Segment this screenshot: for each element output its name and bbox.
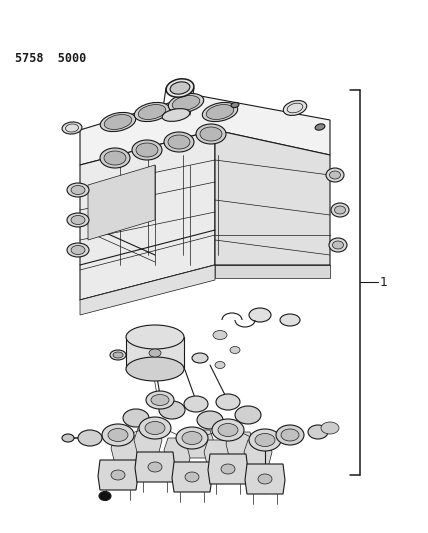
Ellipse shape [255,433,275,447]
Ellipse shape [249,429,281,451]
Ellipse shape [184,396,208,412]
Ellipse shape [159,401,185,419]
Ellipse shape [192,353,208,363]
Polygon shape [215,265,330,278]
Bar [126,337,184,369]
Ellipse shape [333,241,344,249]
Ellipse shape [329,238,347,252]
Polygon shape [164,438,192,466]
Ellipse shape [123,409,149,427]
Ellipse shape [308,425,328,439]
Polygon shape [111,436,139,464]
Text: 1: 1 [380,276,388,288]
Ellipse shape [108,429,128,441]
Ellipse shape [62,434,74,442]
Ellipse shape [331,203,349,217]
Ellipse shape [100,112,136,132]
Ellipse shape [315,124,325,130]
Ellipse shape [151,394,169,406]
Ellipse shape [71,215,85,224]
Ellipse shape [111,470,125,480]
Ellipse shape [172,95,200,110]
Ellipse shape [330,171,341,179]
Ellipse shape [78,430,102,446]
Ellipse shape [283,101,307,116]
Ellipse shape [212,419,244,441]
Ellipse shape [139,417,171,439]
Ellipse shape [162,109,190,122]
Ellipse shape [113,352,123,358]
Polygon shape [245,464,285,494]
Ellipse shape [132,140,162,160]
Polygon shape [215,130,330,265]
Ellipse shape [166,79,194,97]
Ellipse shape [335,206,345,214]
Ellipse shape [281,429,299,441]
Ellipse shape [176,427,208,449]
Ellipse shape [138,104,166,119]
Ellipse shape [126,357,184,381]
Ellipse shape [221,464,235,474]
Ellipse shape [249,308,271,322]
Ellipse shape [104,151,126,165]
Ellipse shape [216,394,240,410]
Ellipse shape [146,391,174,409]
Ellipse shape [71,246,85,254]
Ellipse shape [170,82,190,94]
Ellipse shape [134,102,170,122]
Ellipse shape [136,143,158,157]
Ellipse shape [145,422,165,434]
Polygon shape [208,454,248,484]
Polygon shape [80,265,215,315]
Ellipse shape [206,104,234,119]
Polygon shape [244,440,272,468]
Ellipse shape [321,422,339,434]
Polygon shape [226,432,254,460]
Polygon shape [134,428,162,456]
Text: 5758  5000: 5758 5000 [15,52,86,65]
Polygon shape [80,95,330,165]
Ellipse shape [218,424,238,437]
Ellipse shape [67,183,89,197]
Ellipse shape [196,124,226,144]
Ellipse shape [148,462,162,472]
Ellipse shape [185,472,199,482]
Polygon shape [186,430,214,458]
Ellipse shape [258,474,272,484]
Ellipse shape [110,350,126,360]
Ellipse shape [100,148,130,168]
Polygon shape [204,440,232,468]
Ellipse shape [168,93,204,112]
Polygon shape [80,130,215,300]
Ellipse shape [230,346,240,353]
Polygon shape [172,462,212,492]
Ellipse shape [202,102,238,122]
Ellipse shape [280,314,300,326]
Ellipse shape [213,330,227,340]
Ellipse shape [99,491,111,500]
Ellipse shape [215,361,225,368]
Ellipse shape [182,432,202,445]
Ellipse shape [67,243,89,257]
Ellipse shape [126,325,184,349]
Ellipse shape [67,213,89,227]
Ellipse shape [168,135,190,149]
Ellipse shape [235,406,261,424]
Ellipse shape [326,168,344,182]
Ellipse shape [71,185,85,195]
Ellipse shape [231,102,239,108]
Ellipse shape [200,127,222,141]
Ellipse shape [62,122,82,134]
Ellipse shape [104,115,132,130]
Polygon shape [135,452,175,482]
Polygon shape [98,460,138,490]
Ellipse shape [276,425,304,445]
Polygon shape [88,165,155,240]
Ellipse shape [102,424,134,446]
Ellipse shape [197,411,223,429]
Ellipse shape [164,132,194,152]
Ellipse shape [149,349,161,357]
